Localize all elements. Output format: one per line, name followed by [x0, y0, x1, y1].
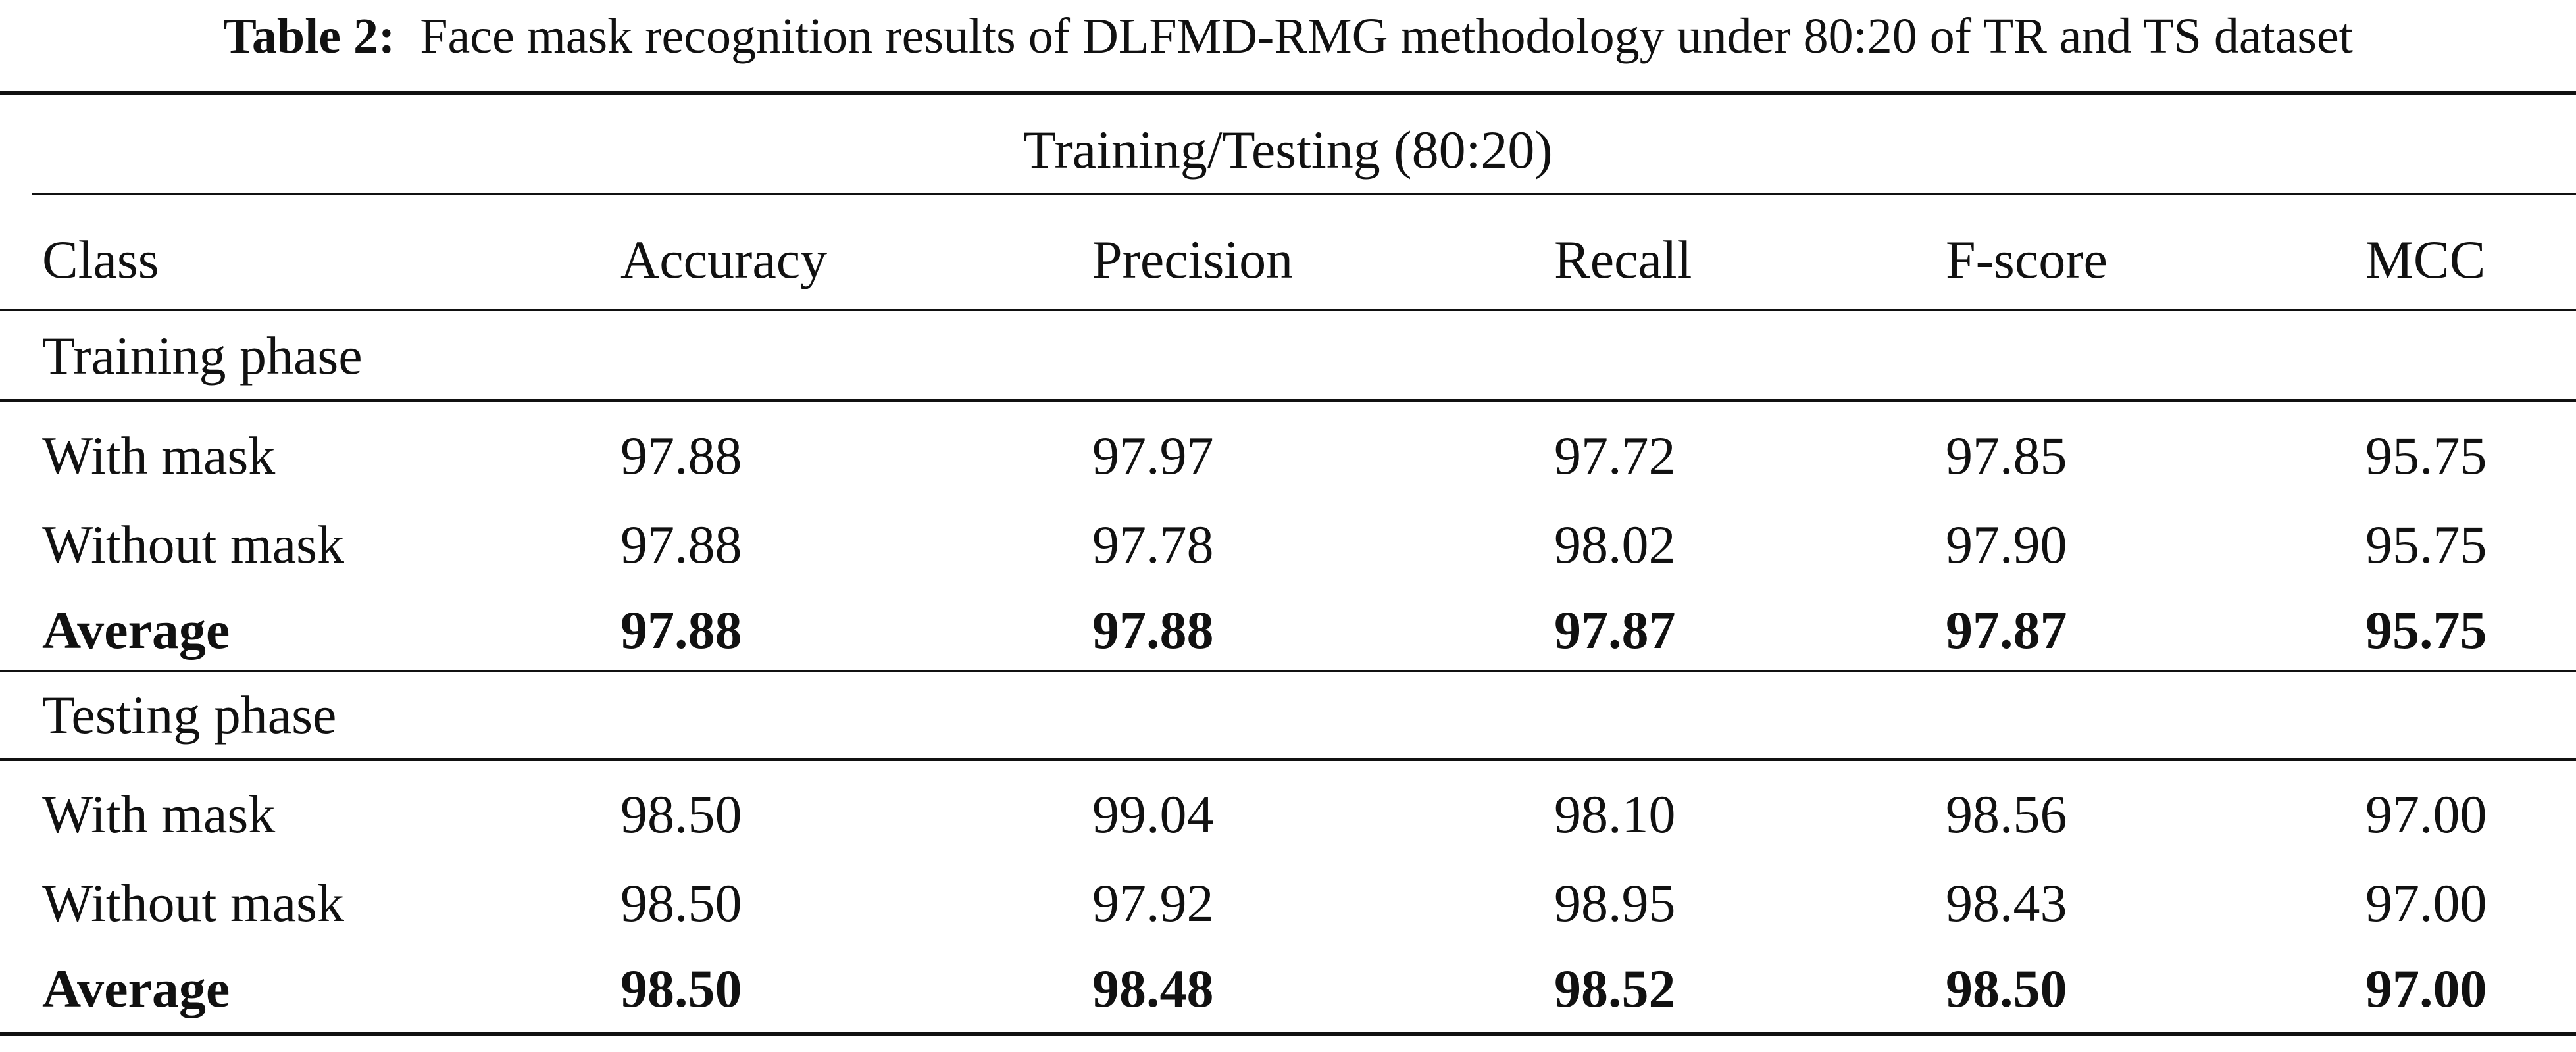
- f-score-value: 97.85: [1946, 425, 2067, 486]
- recall-value: 98.95: [1554, 872, 1676, 933]
- table-caption: Table 2: Face mask recognition results o…: [0, 0, 2576, 79]
- table-row: With mask 97.88 97.97 97.72 97.85 95.75: [0, 411, 2576, 500]
- top-rule: [0, 91, 2576, 95]
- row-class-label: Without mask: [42, 872, 345, 933]
- f-score-value: 97.90: [1946, 514, 2067, 574]
- recall-value: 98.02: [1554, 514, 1676, 574]
- precision-value: 97.78: [1092, 514, 1214, 574]
- precision-value: 98.48: [1092, 958, 1214, 1018]
- bottom-rule: [0, 1032, 2576, 1036]
- testing-section-rule: [0, 758, 2576, 761]
- table-row-average: Average 97.88 97.88 97.87 97.87 95.75: [0, 589, 2576, 671]
- mcc-value: 97.00: [2365, 872, 2487, 933]
- column-header-recall: Recall: [1554, 230, 1692, 289]
- mcc-value: 95.75: [2365, 599, 2487, 660]
- accuracy-value: 98.50: [620, 958, 742, 1018]
- table-row: Without mask 98.50 97.92 98.95 98.43 97.…: [0, 859, 2576, 947]
- recall-value: 97.72: [1554, 425, 1676, 486]
- accuracy-value: 98.50: [620, 784, 742, 844]
- section-title-row-testing: Testing phase: [0, 672, 2576, 758]
- f-score-value: 98.56: [1946, 784, 2067, 844]
- row-class-label: Without mask: [42, 514, 345, 574]
- row-class-label: Average: [42, 958, 230, 1018]
- row-class-label: With mask: [42, 784, 276, 844]
- table-row-average: Average 98.50 98.48 98.52 98.50 97.00: [0, 947, 2576, 1030]
- column-header-precision: Precision: [1092, 230, 1294, 289]
- precision-value: 99.04: [1092, 784, 1214, 844]
- recall-value: 97.87: [1554, 599, 1676, 660]
- recall-value: 98.52: [1554, 958, 1676, 1018]
- table-row: Without mask 97.88 97.78 98.02 97.90 95.…: [0, 500, 2576, 589]
- column-header-f-score: F-score: [1946, 230, 2108, 289]
- span-header: Training/Testing (80:20): [1023, 119, 1553, 180]
- header-rule: [0, 309, 2576, 311]
- section-title-testing: Testing phase: [42, 685, 337, 745]
- section-title-training: Training phase: [42, 325, 363, 386]
- column-header-class: Class: [42, 230, 159, 289]
- f-score-value: 98.50: [1946, 958, 2067, 1018]
- row-class-label: Average: [42, 599, 230, 660]
- row-class-label: With mask: [42, 425, 276, 486]
- column-header-row: Class Accuracy Precision Recall F-score …: [0, 211, 2576, 309]
- table-row: With mask 98.50 99.04 98.10 98.56 97.00: [0, 770, 2576, 859]
- caption-text: Face mask recognition results of DLFMD-R…: [420, 9, 2353, 64]
- column-header-accuracy: Accuracy: [620, 230, 828, 289]
- precision-value: 97.88: [1092, 599, 1214, 660]
- precision-value: 97.92: [1092, 872, 1214, 933]
- mcc-value: 95.75: [2365, 425, 2487, 486]
- section-title-row-training: Training phase: [0, 311, 2576, 400]
- f-score-value: 97.87: [1946, 599, 2067, 660]
- precision-value: 97.97: [1092, 425, 1214, 486]
- mcc-value: 97.00: [2365, 958, 2487, 1018]
- column-header-mcc: MCC: [2365, 230, 2486, 289]
- recall-value: 98.10: [1554, 784, 1676, 844]
- accuracy-value: 97.88: [620, 425, 742, 486]
- accuracy-value: 98.50: [620, 872, 742, 933]
- mcc-value: 97.00: [2365, 784, 2487, 844]
- span-header-rule: [32, 193, 2576, 195]
- training-section-rule: [0, 399, 2576, 402]
- accuracy-value: 97.88: [620, 599, 742, 660]
- accuracy-value: 97.88: [620, 514, 742, 574]
- mcc-value: 95.75: [2365, 514, 2487, 574]
- training-end-rule: [0, 670, 2576, 672]
- caption-label: Table 2:: [223, 9, 395, 64]
- f-score-value: 98.43: [1946, 872, 2067, 933]
